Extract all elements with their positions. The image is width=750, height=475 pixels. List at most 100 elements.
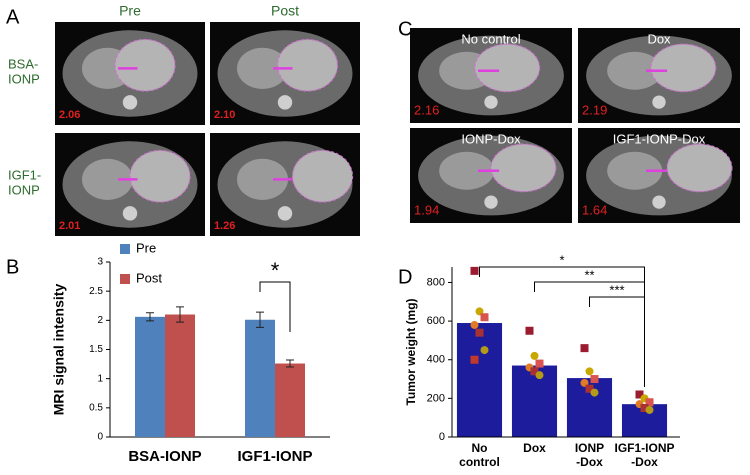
data-point: [640, 404, 649, 413]
mri-tumor: [666, 143, 733, 193]
data-point: [580, 344, 589, 353]
y-tick-label: 3: [97, 257, 103, 268]
data-point: [480, 346, 489, 355]
data-point: [530, 367, 539, 376]
data-point: [590, 375, 599, 384]
mri-value: 1.26: [214, 220, 235, 232]
y-tick-label: 0: [439, 431, 445, 443]
mri-value: 2.10: [214, 109, 235, 121]
mri-spine: [277, 206, 293, 221]
data-point: [525, 326, 534, 335]
mri-label: Dox: [647, 31, 671, 46]
mri-label: IGF1-IONP-Dox: [613, 131, 706, 146]
mri-spine: [652, 95, 666, 109]
bar: [165, 314, 195, 437]
significance-mark: *: [271, 258, 280, 283]
bar: [135, 316, 165, 437]
data-point: [535, 359, 544, 368]
x-tick-label: BSA-IONP: [128, 448, 201, 465]
significance-bracket: [259, 281, 291, 332]
bar: [456, 323, 503, 437]
y-tick-label: 400: [427, 354, 445, 366]
data-point: [470, 355, 479, 364]
y-axis-label: Tumor weight (mg): [404, 298, 418, 405]
y-tick-label: 2: [97, 315, 103, 326]
error-bar: [176, 306, 184, 323]
data-point: [590, 388, 599, 397]
row-label: BSA-IONP: [8, 57, 40, 87]
data-point: [470, 320, 479, 329]
y-tick-label: 1.5: [89, 344, 103, 355]
mri-spine: [122, 95, 138, 110]
data-point: [585, 384, 594, 393]
mri-tumor: [650, 43, 717, 93]
mri-spine: [122, 206, 138, 221]
mri-organ: [237, 47, 288, 89]
mri-value: 1.64: [582, 202, 607, 217]
mri-value: 2.06: [59, 109, 80, 121]
y-tick-label: 2.5: [89, 286, 103, 297]
mri-tumor: [474, 43, 541, 93]
mri-spine: [652, 195, 666, 209]
mri-value: 1.94: [414, 202, 439, 217]
data-point: [470, 266, 479, 275]
panel-label: D: [398, 266, 412, 288]
mri-label: IONP-Dox: [461, 131, 521, 146]
bar: [245, 319, 275, 437]
data-point: [585, 367, 594, 376]
error-bar: [286, 359, 294, 368]
mri-value: 2.16: [414, 102, 439, 117]
y-tick-label: 800: [427, 276, 445, 288]
data-point: [635, 390, 644, 399]
mri-spine: [277, 95, 293, 110]
significance-mark: *: [559, 252, 564, 267]
error-bar: [146, 312, 154, 322]
legend-swatch: [120, 244, 130, 254]
y-axis-label: MRI signal intensity: [51, 284, 67, 416]
legend-label: Pre: [136, 240, 156, 255]
data-point: [480, 313, 489, 322]
panel-label: A: [6, 6, 20, 28]
data-point: [535, 371, 544, 380]
significance-bracket: [589, 296, 645, 337]
bar: [511, 365, 558, 437]
y-tick-label: 1: [97, 373, 103, 384]
column-label: Post: [271, 3, 299, 19]
data-point: [645, 405, 654, 414]
data-point: [475, 328, 484, 337]
x-tick-label: IGF1-IONP -Dox: [614, 441, 674, 469]
mri-tumor: [276, 38, 339, 92]
data-point: [645, 398, 654, 407]
legend-label: Post: [136, 270, 162, 285]
mri-tumor: [490, 143, 557, 193]
significance-bracket: [534, 281, 645, 362]
mri-label: No control: [461, 31, 520, 46]
y-tick-label: 600: [427, 315, 445, 327]
mri-spine: [484, 95, 498, 109]
mri-organ: [607, 51, 663, 90]
mri-tumor: [114, 38, 176, 92]
x-tick-label: IONP -Dox: [575, 441, 604, 469]
mri-organ: [439, 151, 495, 190]
x-tick-label: Dox: [523, 441, 546, 455]
x-tick-label: No control: [459, 441, 500, 469]
x-tick-label: IGF1-IONP: [237, 448, 312, 465]
data-point: [530, 351, 539, 360]
panel-label: C: [398, 18, 412, 40]
mri-spine: [484, 195, 498, 209]
mri-tumor: [129, 149, 191, 203]
significance-mark: **: [584, 267, 594, 282]
significance-mark: ***: [609, 282, 624, 297]
y-tick-label: 0: [97, 432, 103, 443]
mri-organ: [82, 158, 133, 200]
bar: [275, 363, 305, 437]
panel-label: B: [6, 256, 19, 278]
column-label: Pre: [119, 3, 141, 19]
mri-value: 2.01: [59, 220, 80, 232]
mri-value: 2.19: [582, 102, 607, 117]
mri-tumor: [291, 149, 354, 203]
y-tick-label: 200: [427, 392, 445, 404]
y-tick-label: 0.5: [89, 402, 103, 413]
mri-organ: [607, 151, 663, 190]
